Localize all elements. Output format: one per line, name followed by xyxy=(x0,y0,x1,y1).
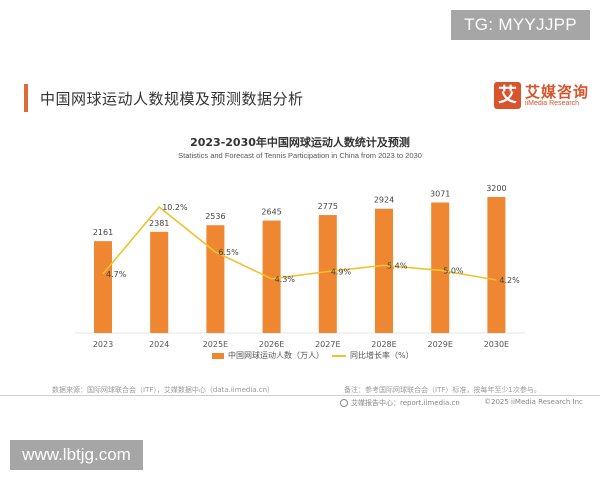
footer-divider xyxy=(0,395,600,396)
title-accent-bar xyxy=(24,84,28,112)
bar xyxy=(150,231,169,333)
line-value-labels: 4.7% 10.2% 6.5% 4.3% 4.9% 5.4% 5.0% 4.2% xyxy=(106,203,520,285)
data-source: 数据来源：国际网球联合会（ITF），艾媒数据中心（data.iimedia.cn… xyxy=(52,386,275,394)
report-center: 艾媒报告中心：report.iimedia.cn xyxy=(340,398,460,408)
bar-value-label: 3071 xyxy=(430,189,450,198)
bar-value-label: 3200 xyxy=(486,184,506,193)
bar xyxy=(487,197,506,333)
x-tick-label: 2025E xyxy=(203,340,228,349)
bar-value-label: 2536 xyxy=(205,212,225,221)
bar xyxy=(375,208,393,333)
bar xyxy=(206,225,225,333)
bar-value-labels: 2161 2381 2536 2645 2775 2924 3071 3200 xyxy=(93,184,507,237)
logo-name-cn: 艾媒咨询 xyxy=(525,83,590,101)
line-value-label: 10.2% xyxy=(162,203,188,212)
data-note: 备注：参考国际网球联合会（ITF）标准，按每年至少1次参与。 xyxy=(344,386,541,394)
x-tick-label: 2028E xyxy=(371,340,396,349)
bar-value-label: 2775 xyxy=(318,202,338,211)
bar-value-label: 2645 xyxy=(261,208,281,217)
bar xyxy=(94,241,112,333)
logo-name-en: iiMedia Research xyxy=(525,100,580,107)
x-tick-labels: 2023 2024 2025E 2026E 2027E 2028E 2029E 2030E xyxy=(93,340,509,349)
growth-rate-line xyxy=(102,205,497,281)
bar xyxy=(431,202,450,333)
bar xyxy=(318,215,337,333)
chart-legend: 中国网球运动人数（万人） 同比增长率（%） xyxy=(212,350,414,361)
legend-bar-label: 中国网球运动人数（万人） xyxy=(228,351,324,360)
globe-icon xyxy=(340,399,348,407)
legend-bar-swatch xyxy=(212,352,224,359)
line-value-label: 5.0% xyxy=(443,266,464,275)
chart-title: 2023-2030年中国网球运动人数统计及预测 xyxy=(190,136,410,149)
watermark-top: TG: MYYJJPP xyxy=(451,10,590,40)
line-value-label: 4.2% xyxy=(499,276,520,285)
chart-subtitle: Statistics and Forecast of Tennis Partic… xyxy=(178,151,422,160)
line-value-label: 6.5% xyxy=(218,248,239,257)
x-tick-label: 2024 xyxy=(149,340,169,349)
logo-mark-icon: 艾 xyxy=(494,82,521,109)
legend-line-label: 同比增长率（%） xyxy=(350,351,414,360)
line-value-label: 4.3% xyxy=(275,275,296,284)
x-tick-label: 2030E xyxy=(484,340,509,349)
line-value-label: 5.4% xyxy=(387,261,408,270)
x-tick-label: 2027E xyxy=(315,340,340,349)
bar-value-label: 2381 xyxy=(149,219,169,228)
x-tick-label: 2029E xyxy=(427,340,452,349)
watermark-bottom: www.lbtjg.com xyxy=(10,440,143,470)
report-center-text: 艾媒报告中心：report.iimedia.cn xyxy=(351,399,460,407)
legend-line-swatch xyxy=(332,354,346,357)
bar-value-label: 2924 xyxy=(374,196,394,205)
line-value-label: 4.7% xyxy=(106,270,127,279)
x-tick-label: 2026E xyxy=(259,340,284,349)
copyright: ©2025 iiMedia Research Inc xyxy=(484,398,583,406)
line-value-label: 4.9% xyxy=(331,267,352,276)
bar-series xyxy=(94,197,506,333)
x-tick-label: 2023 xyxy=(93,340,113,349)
page-title: 中国网球运动人数规模及预测数据分析 xyxy=(40,90,304,108)
imedia-logo: 艾 艾媒咨询 iiMedia Research xyxy=(494,82,594,112)
bar xyxy=(262,220,281,333)
bar-value-label: 2161 xyxy=(93,228,113,237)
